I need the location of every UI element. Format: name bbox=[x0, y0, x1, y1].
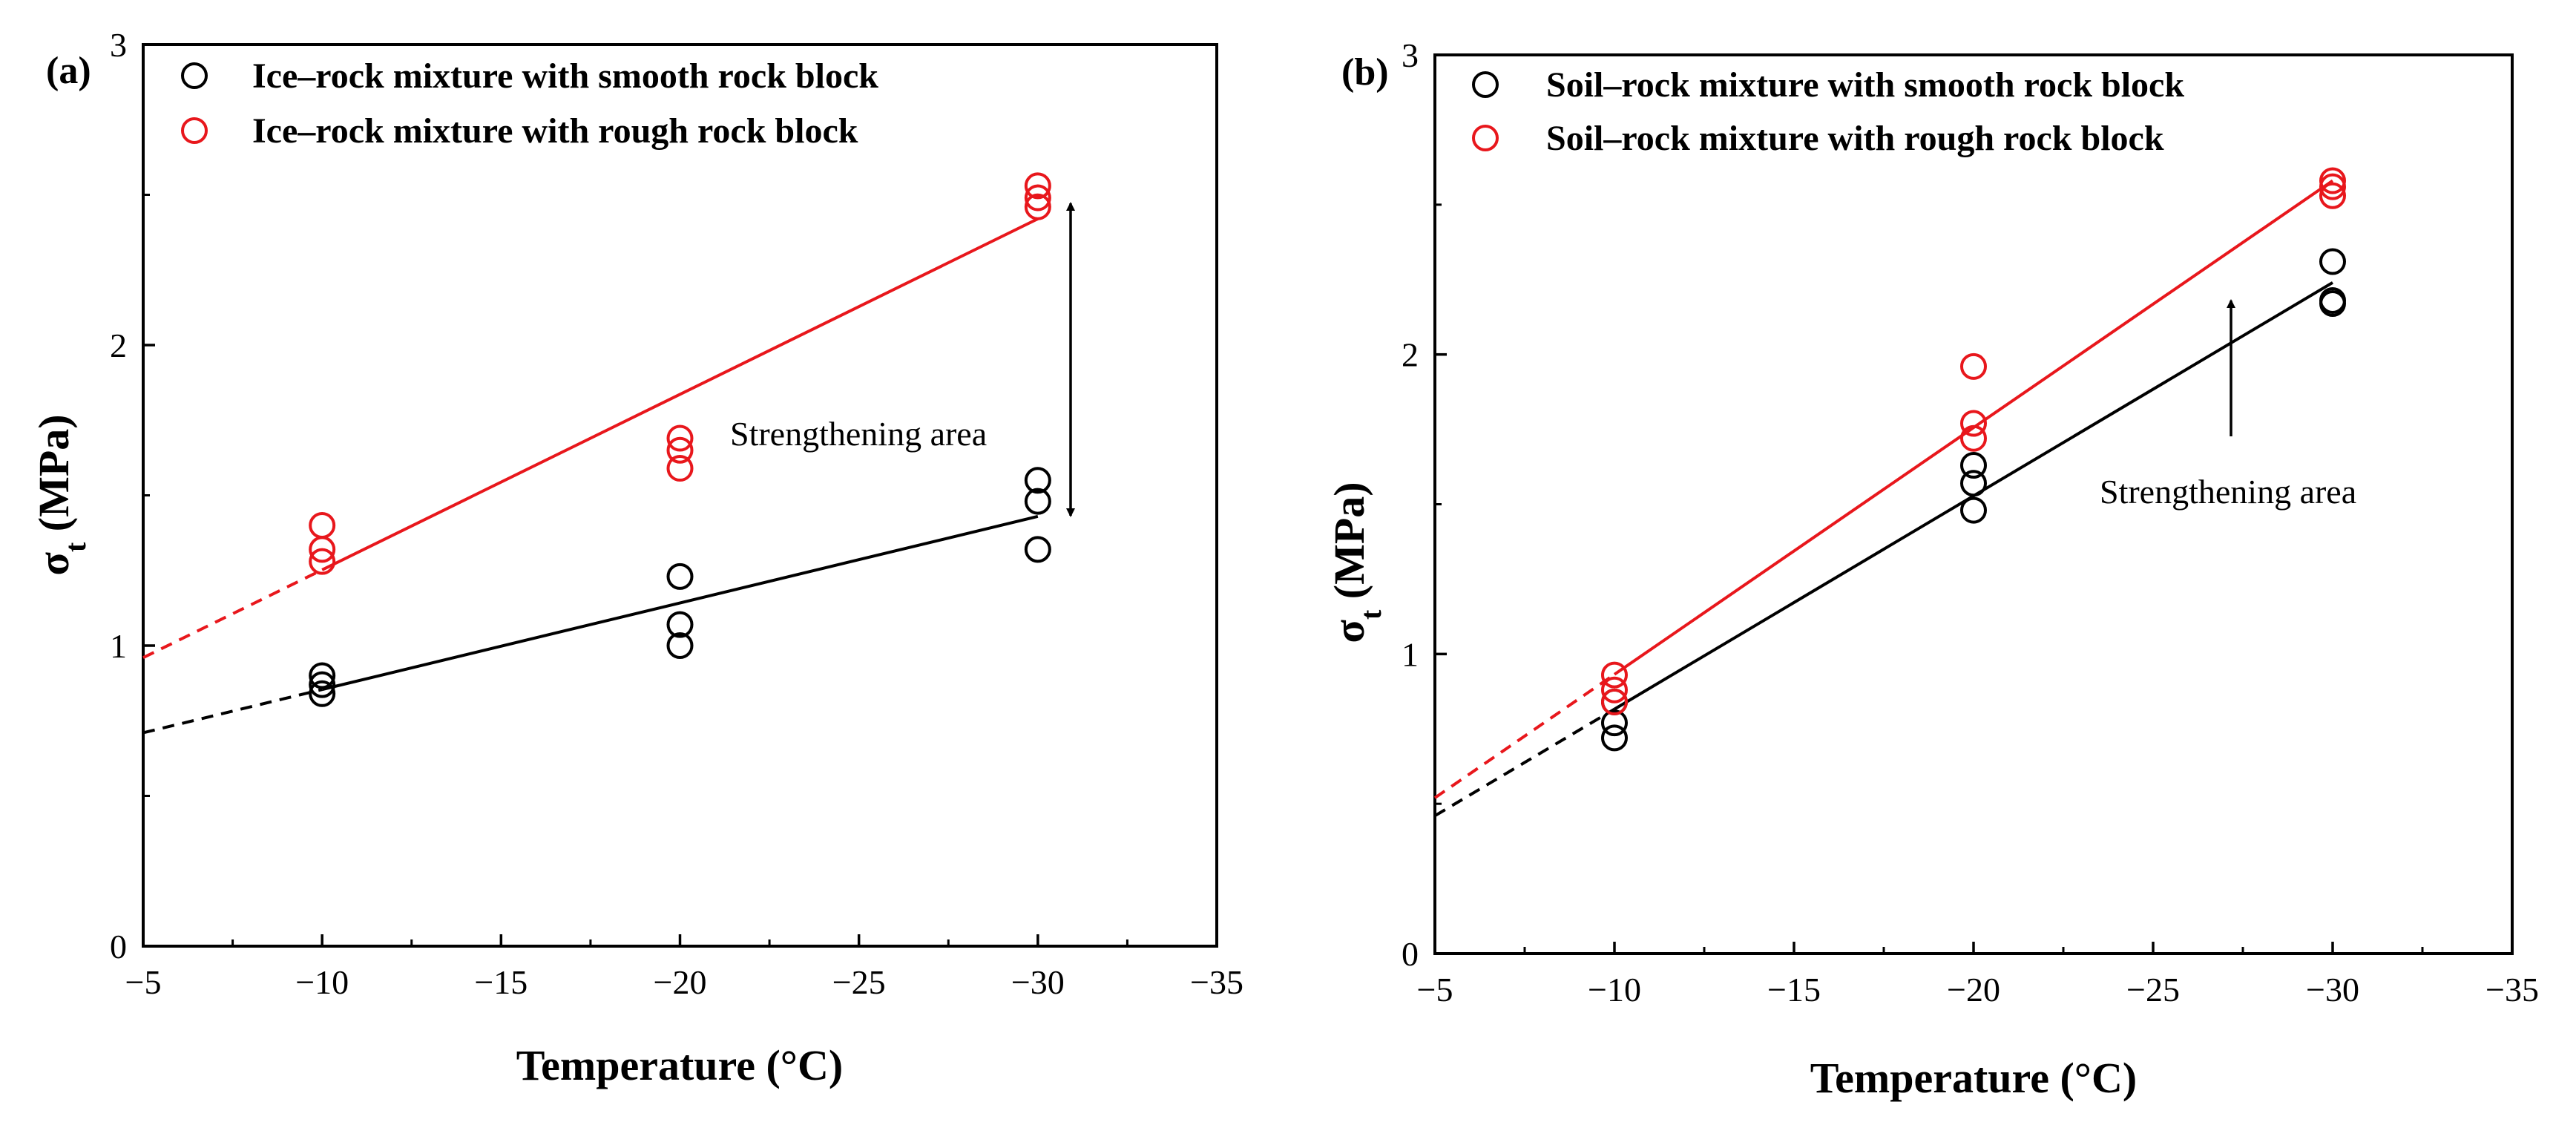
data-point-a-smooth-1 bbox=[309, 671, 336, 698]
data-point-a-smooth-3 bbox=[666, 632, 694, 659]
y-tick-label-a-0: 0 bbox=[110, 928, 127, 965]
y-axis-unit-b: (MPa) bbox=[1325, 482, 1373, 609]
data-point-b-rough-6 bbox=[2319, 182, 2346, 209]
panel-a: −5 −10 −15 −20 −25 −30 −35 0 1 2 3 (a) Ice–rock mi… bbox=[30, 26, 1243, 1089]
legend-marker-smooth-b bbox=[1472, 71, 1499, 98]
x-tick-label-a-6: −35 bbox=[1190, 963, 1243, 1001]
data-point-b-rough-8 bbox=[2319, 167, 2346, 194]
data-point-b-rough-4 bbox=[1960, 410, 1987, 437]
y-tick-label-b-2: 2 bbox=[1402, 336, 1419, 374]
data-point-a-smooth-8 bbox=[1024, 467, 1051, 494]
tick-labels-b: −5 −10 −15 −20 −25 −30 −35 0 1 2 3 bbox=[1402, 36, 2539, 1008]
x-tick-label-b-3: −20 bbox=[1947, 971, 2000, 1008]
data-point-b-smooth-7 bbox=[2319, 287, 2346, 315]
y-tick-label-b-1: 1 bbox=[1402, 635, 1419, 673]
fit-line-dashed-b-smooth bbox=[1433, 707, 1616, 818]
data-point-a-rough-5 bbox=[666, 424, 694, 452]
data-point-b-rough-2 bbox=[1601, 661, 1628, 689]
markers-a bbox=[309, 172, 1051, 707]
data-point-b-rough-1 bbox=[1601, 676, 1628, 703]
data-point-b-rough-3 bbox=[1960, 424, 1987, 452]
legend-label-rough-b: Soil–rock mixture with rough rock block bbox=[1546, 119, 2164, 158]
data-point-a-rough-3 bbox=[666, 455, 694, 482]
legend-label-smooth-b: Soil–rock mixture with smooth rock block bbox=[1546, 65, 2184, 105]
panel-label-a: (a) bbox=[46, 50, 91, 92]
fit-line-dashed-a-smooth bbox=[142, 688, 323, 735]
ticks-b bbox=[1433, 53, 2514, 955]
y-axis-sub-b: t bbox=[1354, 609, 1387, 620]
data-point-a-smooth-7 bbox=[1024, 488, 1051, 515]
data-point-a-smooth-2 bbox=[309, 662, 336, 689]
ticks-a bbox=[142, 43, 1218, 948]
data-point-b-smooth-1 bbox=[1601, 709, 1628, 737]
y-axis-unit-a: (MPa) bbox=[30, 414, 78, 542]
legend-marker-rough-b bbox=[1472, 125, 1499, 151]
data-point-a-rough-4 bbox=[666, 436, 694, 464]
y-axis-sub-a: t bbox=[59, 542, 92, 552]
x-tick-label-a-0: −5 bbox=[125, 963, 162, 1001]
y-axis-sigma-a: σ bbox=[30, 552, 78, 576]
fit-line-solid-a-rough bbox=[321, 217, 1039, 571]
legend-label-smooth-a: Ice–rock mixture with smooth rock block bbox=[252, 56, 878, 96]
fit-lines-a bbox=[142, 217, 1039, 735]
x-tick-label-b-4: −25 bbox=[2126, 971, 2180, 1008]
data-point-a-rough-2 bbox=[309, 512, 336, 539]
data-point-a-rough-6 bbox=[1024, 193, 1051, 220]
data-point-b-smooth-8 bbox=[2319, 248, 2346, 275]
x-tick-label-a-4: −25 bbox=[832, 963, 886, 1001]
panel-b: −5 −10 −15 −20 −25 −30 −35 0 1 2 3 (b) Soil–rock m… bbox=[1325, 36, 2539, 1102]
panel-label-b: (b) bbox=[1341, 51, 1389, 94]
legend-a: Ice–rock mixture with smooth rock block … bbox=[181, 56, 878, 151]
data-point-a-rough-7 bbox=[1024, 184, 1051, 211]
y-tick-label-b-3: 3 bbox=[1402, 36, 1419, 74]
data-point-a-smooth-6 bbox=[1024, 536, 1051, 563]
annotation-label-a: Strengthening area bbox=[730, 415, 987, 453]
x-tick-label-b-2: −15 bbox=[1767, 971, 1821, 1008]
y-tick-label-b-0: 0 bbox=[1402, 935, 1419, 973]
data-point-a-rough-8 bbox=[1024, 172, 1051, 200]
y-tick-label-a-1: 1 bbox=[110, 627, 127, 665]
x-tick-label-b-5: −30 bbox=[2306, 971, 2359, 1008]
fit-line-solid-a-smooth bbox=[321, 514, 1039, 692]
fit-line-dashed-b-rough bbox=[1433, 673, 1616, 799]
tick-labels-a: −5 −10 −15 −20 −25 −30 −35 0 1 2 3 bbox=[110, 26, 1243, 1001]
x-tick-label-b-1: −10 bbox=[1588, 971, 1641, 1008]
y-axis-sigma-b: σ bbox=[1325, 620, 1373, 643]
annotation-label-b: Strengthening area bbox=[2100, 473, 2356, 511]
data-point-a-rough-0 bbox=[309, 548, 336, 575]
data-point-b-smooth-4 bbox=[1960, 470, 1987, 497]
x-tick-label-a-5: −30 bbox=[1011, 963, 1065, 1001]
y-axis-title-a: σt (MPa) bbox=[30, 414, 92, 575]
x-tick-label-a-3: −20 bbox=[654, 963, 707, 1001]
markers-b bbox=[1601, 167, 2346, 752]
y-tick-label-a-3: 3 bbox=[110, 26, 127, 64]
data-point-b-smooth-5 bbox=[1960, 452, 1987, 479]
data-point-b-rough-5 bbox=[1960, 352, 1987, 380]
x-axis-title-a: Temperature (°C) bbox=[516, 1041, 843, 1089]
legend-marker-smooth-a bbox=[181, 62, 208, 89]
legend-b: Soil–rock mixture with smooth rock block… bbox=[1472, 65, 2184, 158]
data-point-b-smooth-0 bbox=[1601, 724, 1628, 752]
y-axis-title-b: σt (MPa) bbox=[1325, 482, 1387, 643]
legend-label-rough-a: Ice–rock mixture with rough rock block bbox=[252, 111, 858, 151]
x-tick-label-a-2: −15 bbox=[474, 963, 528, 1001]
x-tick-label-a-1: −10 bbox=[295, 963, 349, 1001]
x-tick-label-b-6: −35 bbox=[2485, 971, 2539, 1008]
plot-frame-a bbox=[142, 43, 1218, 948]
x-tick-label-b-0: −5 bbox=[1417, 971, 1453, 1008]
x-axis-title-b: Temperature (°C) bbox=[1810, 1054, 2137, 1102]
data-point-a-smooth-4 bbox=[666, 611, 694, 638]
data-point-b-smooth-3 bbox=[1960, 496, 1987, 524]
data-point-a-smooth-5 bbox=[666, 562, 694, 590]
fit-line-dashed-a-rough bbox=[142, 568, 323, 659]
legend-marker-rough-a bbox=[181, 117, 208, 144]
y-tick-label-a-2: 2 bbox=[110, 327, 127, 364]
data-point-a-smooth-0 bbox=[309, 680, 336, 707]
data-point-b-rough-0 bbox=[1601, 688, 1628, 715]
